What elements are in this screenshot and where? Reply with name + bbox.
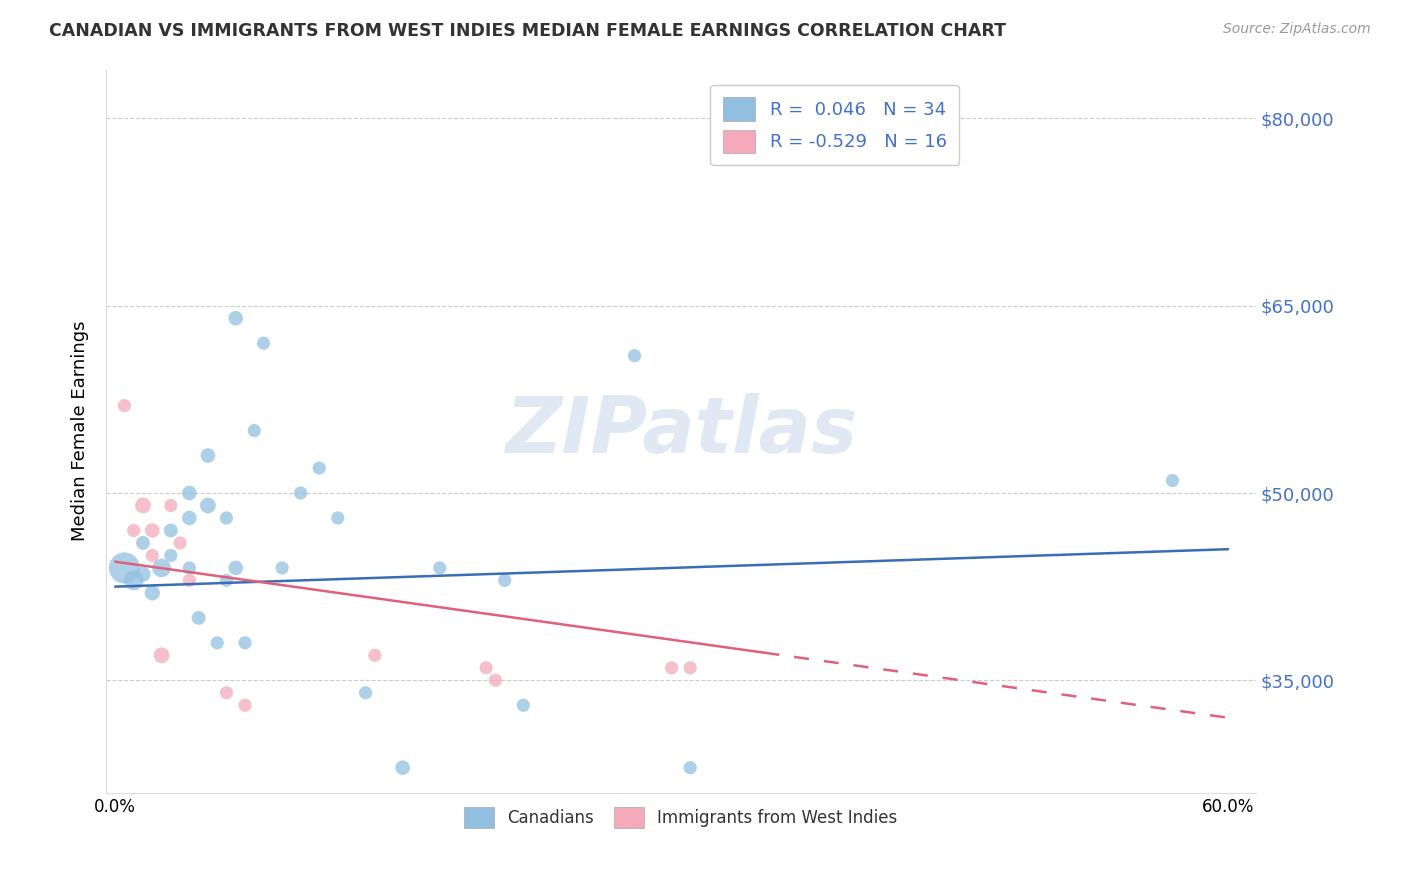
Point bbox=[122, 574, 145, 588]
Point bbox=[132, 536, 155, 550]
Point bbox=[364, 648, 387, 663]
Point bbox=[484, 673, 506, 688]
Point bbox=[179, 574, 201, 588]
Point bbox=[225, 561, 247, 575]
Point bbox=[150, 561, 173, 575]
Point bbox=[308, 461, 330, 475]
Point bbox=[354, 686, 377, 700]
Point bbox=[141, 524, 163, 538]
Point bbox=[475, 661, 498, 675]
Point bbox=[150, 648, 173, 663]
Point bbox=[290, 486, 312, 500]
Point bbox=[179, 486, 201, 500]
Point bbox=[494, 574, 516, 588]
Point bbox=[197, 499, 219, 513]
Point bbox=[215, 574, 238, 588]
Point bbox=[252, 336, 274, 351]
Point bbox=[391, 761, 413, 775]
Point bbox=[122, 524, 145, 538]
Text: Source: ZipAtlas.com: Source: ZipAtlas.com bbox=[1223, 22, 1371, 37]
Point bbox=[205, 636, 228, 650]
Point bbox=[326, 511, 349, 525]
Text: CANADIAN VS IMMIGRANTS FROM WEST INDIES MEDIAN FEMALE EARNINGS CORRELATION CHART: CANADIAN VS IMMIGRANTS FROM WEST INDIES … bbox=[49, 22, 1007, 40]
Point bbox=[169, 536, 191, 550]
Point bbox=[114, 561, 136, 575]
Point bbox=[215, 511, 238, 525]
Point bbox=[159, 524, 181, 538]
Point bbox=[141, 586, 163, 600]
Point bbox=[197, 449, 219, 463]
Point bbox=[661, 661, 683, 675]
Point bbox=[159, 499, 181, 513]
Point bbox=[233, 636, 256, 650]
Point bbox=[132, 567, 155, 582]
Point bbox=[243, 424, 266, 438]
Legend: Canadians, Immigrants from West Indies: Canadians, Immigrants from West Indies bbox=[457, 800, 904, 835]
Point bbox=[141, 549, 163, 563]
Point bbox=[233, 698, 256, 713]
Point bbox=[429, 561, 451, 575]
Point bbox=[512, 698, 534, 713]
Point bbox=[215, 686, 238, 700]
Point bbox=[1161, 474, 1184, 488]
Text: ZIPatlas: ZIPatlas bbox=[505, 392, 858, 468]
Point bbox=[114, 399, 136, 413]
Point bbox=[179, 511, 201, 525]
Point bbox=[679, 761, 702, 775]
Point bbox=[132, 499, 155, 513]
Point bbox=[159, 549, 181, 563]
Y-axis label: Median Female Earnings: Median Female Earnings bbox=[72, 320, 89, 541]
Point bbox=[179, 561, 201, 575]
Point bbox=[187, 611, 209, 625]
Point bbox=[623, 349, 645, 363]
Point bbox=[271, 561, 294, 575]
Point bbox=[679, 661, 702, 675]
Point bbox=[225, 311, 247, 326]
